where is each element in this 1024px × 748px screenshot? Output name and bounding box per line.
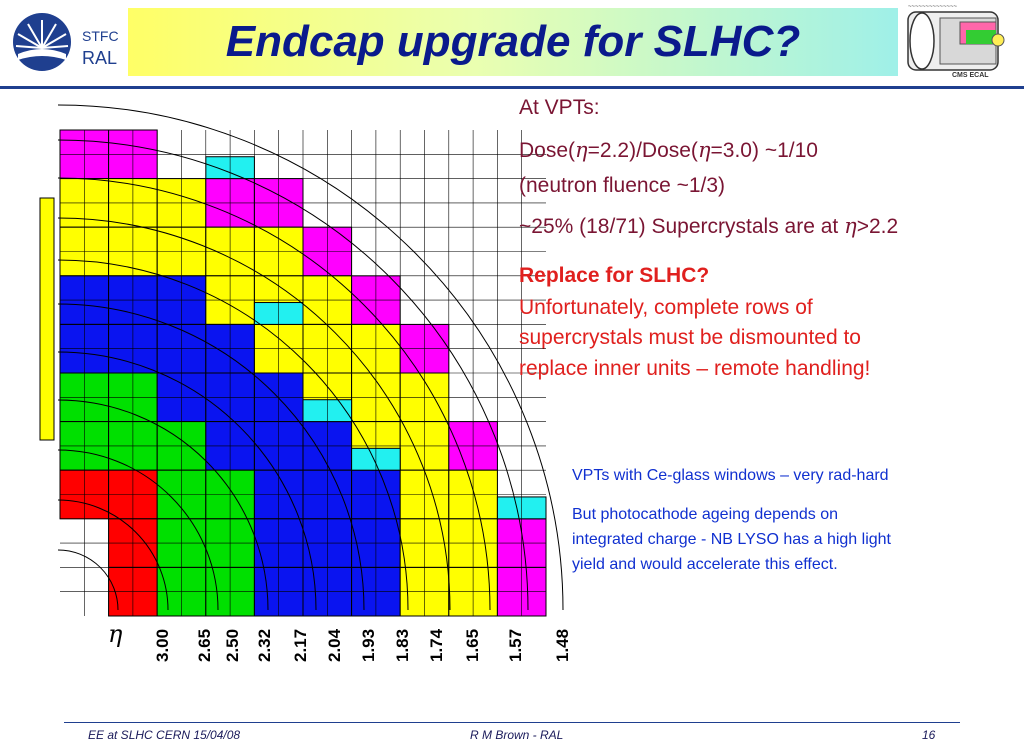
eta-symbol-2: η	[697, 138, 711, 162]
crystal-grid	[60, 130, 546, 616]
endcap-quadrant-diagram: 3.00 2.65 2.50 2.32 2.17 2.04 1.93 1.83 1.74 1.65…	[0, 90, 600, 690]
note-dose-part-b: =2.2)/Dose(	[587, 139, 698, 162]
ageing-note-line-3: yield and would accelerate this effect.	[572, 556, 838, 573]
eta-tick-label: 3.00	[153, 629, 172, 662]
eta-tick-label: 2.17	[291, 629, 310, 662]
eta-contour-arc	[57, 177, 491, 611]
eta-tick-label: 1.83	[393, 629, 412, 662]
replace-body-line-2: supercrystals must be dismounted to	[519, 326, 861, 349]
eta-contour-arc	[57, 104, 564, 611]
ageing-note-line-2: integrated charge - NB LYSO has a high l…	[572, 531, 891, 548]
eta-tick-label: 1.65	[463, 629, 482, 662]
note-dose-part-a: Dose(	[519, 139, 576, 162]
title-banner: Endcap upgrade for SLHC?	[128, 8, 898, 76]
replace-body-line-3: replace inner units – remote handling!	[519, 357, 871, 380]
page-number: 16	[922, 728, 936, 742]
eta-tick-label: 2.32	[255, 629, 274, 662]
footer-divider	[64, 722, 960, 723]
eta-symbol-1: η	[575, 138, 588, 162]
footer-author: R M Brown - RAL	[470, 728, 564, 742]
cms-detector-icon: ~~~~~~~~~~~~~~	[907, 4, 1005, 71]
note-fraction-part-a: ~25% (18/71) Supercrystals are at	[519, 215, 839, 238]
eta-tick-label: 1.93	[359, 629, 378, 662]
thumbnail-caption: CMS ECAL	[952, 72, 989, 79]
eta-contour-arc	[57, 303, 365, 611]
eta-tick-label: 2.04	[325, 628, 344, 662]
eta-contour-arc	[57, 259, 409, 611]
note-fraction-part-b: >2.2	[856, 215, 899, 238]
eta-tick-label: 2.50	[223, 629, 242, 662]
eta-symbol-3: η	[844, 214, 857, 238]
eta-contour-arc	[57, 499, 169, 611]
note-dose-ratio: Dose(η=2.2)/Dose(η=3.0) ~1/10	[519, 138, 818, 163]
yellow-side-bar	[39, 197, 55, 441]
replace-body-line-1: Unfortunately, complete rows of	[519, 296, 813, 319]
eta-axis-symbol: η	[108, 620, 123, 648]
slide-title: Endcap upgrade for SLHC?	[225, 17, 801, 66]
stfc-sunburst-icon	[13, 13, 71, 71]
endcap-quadrant-svg: 3.00 2.65 2.50 2.32 2.17 2.04 1.93 1.83 1.74 1.65…	[39, 104, 572, 662]
eta-contour-arc	[57, 351, 317, 611]
footer-left: EE at SLHC CERN 15/04/08	[88, 728, 241, 742]
note-neutron-fluence: (neutron fluence ~1/3)	[519, 174, 726, 197]
eta-contour-arc	[57, 139, 529, 611]
note-at-vpts: At VPTs:	[519, 96, 600, 119]
eta-tick-label: 1.74	[427, 628, 446, 662]
detector-thumbnail: ~~~~~~~~~~~~~~ CMS ECAL	[900, 0, 1024, 86]
note-supercrystal-fraction: ~25% (18/71) Supercrystals are at η>2.2	[519, 214, 898, 239]
logo-line-ral: RAL	[82, 48, 118, 68]
eta-tick-label: 1.48	[553, 629, 572, 662]
note-dose-part-c: =3.0) ~1/10	[710, 139, 818, 162]
header-divider	[0, 86, 1024, 89]
eta-contour-arc	[57, 217, 451, 611]
eta-contour-arc	[57, 449, 219, 611]
stfc-logo: STFC RAL	[8, 8, 128, 78]
logo-line-stfc: STFC	[82, 28, 119, 44]
ageing-note-line-1: But photocathode ageing depends on	[572, 506, 839, 523]
vpt-glass-note: VPTs with Ce-glass windows – very rad-ha…	[572, 467, 889, 484]
eta-contour-arc	[57, 399, 269, 611]
eta-tick-label: 2.65	[195, 629, 214, 662]
eta-contour-arc	[57, 549, 119, 611]
replace-heading: Replace for SLHC?	[519, 264, 710, 287]
eta-tick-label: 1.57	[506, 629, 525, 662]
svg-text:~~~~~~~~~~~~~~: ~~~~~~~~~~~~~~	[908, 4, 958, 10]
